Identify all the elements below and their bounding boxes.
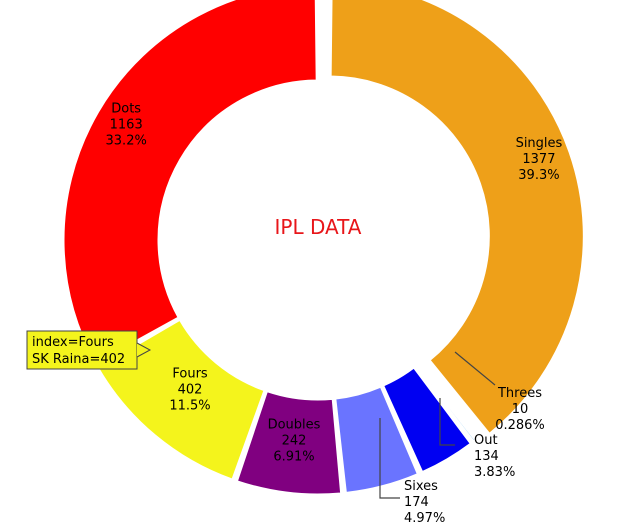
slice-doubles[interactable] (236, 391, 342, 495)
connector-threes (454, 351, 496, 386)
slice-out[interactable] (383, 367, 471, 473)
label-fours-value: 402 (178, 383, 203, 398)
slices-group (63, 0, 584, 495)
tooltip-box (26, 330, 138, 370)
label-singles-value: 1377 (522, 152, 555, 167)
label-singles-percent: 39.3% (518, 168, 559, 183)
label-threes-value: 10 (512, 402, 529, 417)
label-dots-name: Dots (111, 101, 141, 116)
label-out-percent: 3.83% (474, 465, 515, 480)
connector-out (439, 398, 455, 446)
slice-singles[interactable] (330, 0, 584, 434)
label-fours-name: Fours (172, 367, 208, 382)
slice-threes[interactable] (415, 365, 476, 442)
tooltip-line-1: index=Fours (32, 335, 114, 350)
tooltip-arrow (136, 342, 152, 358)
label-dots-percent: 33.2% (106, 133, 147, 148)
center-title: IPL DATA (275, 215, 362, 239)
label-singles-name: Singles (516, 136, 563, 151)
connector-sixes (379, 418, 400, 499)
label-sixes-name: Sixes (404, 479, 438, 494)
slice-sixes[interactable] (335, 386, 418, 493)
label-sixes-value: 174 (404, 495, 429, 510)
label-fours-percent: 11.5% (169, 399, 210, 414)
label-sixes-percent: 4.97% (404, 511, 445, 526)
label-out-name: Out (474, 433, 498, 448)
label-threes-percent: 0.286% (495, 418, 545, 433)
slice-dots[interactable] (63, 0, 317, 364)
label-doubles-name: Doubles (268, 418, 321, 433)
label-dots-value: 1163 (110, 117, 143, 132)
hover-tooltip: index=Fours SK Raina=402 (26, 330, 152, 370)
label-doubles-percent: 6.91% (273, 450, 314, 465)
connectors-group (379, 351, 496, 499)
label-threes-name: Threes (497, 386, 542, 401)
label-out-value: 134 (474, 449, 499, 464)
label-doubles-value: 242 (282, 434, 307, 449)
tooltip-line-2: SK Raina=402 (32, 352, 125, 367)
